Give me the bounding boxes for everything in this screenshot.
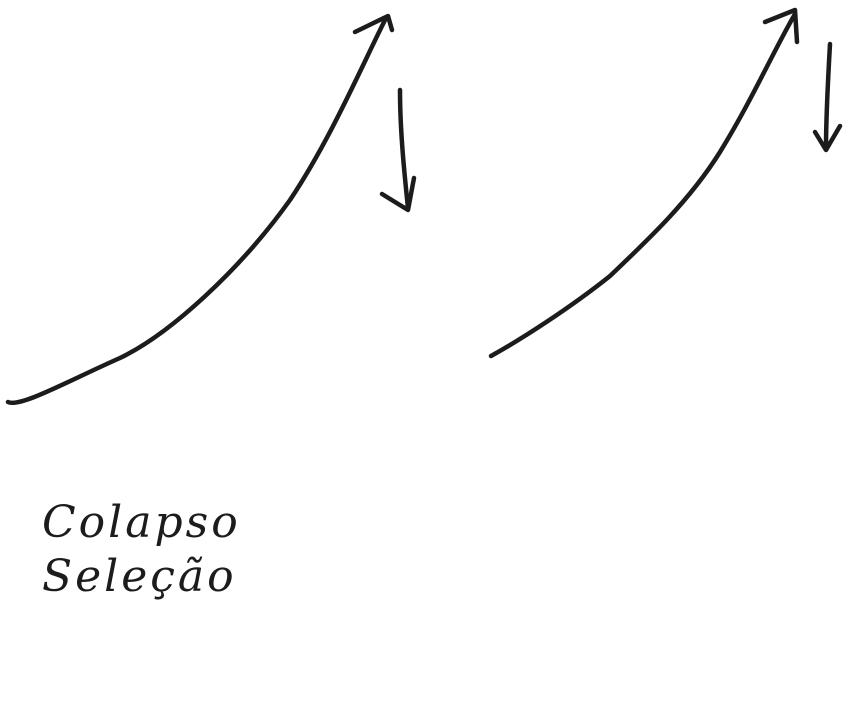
right-down-arrowhead — [812, 123, 843, 153]
caption-selecao: Seleção — [42, 551, 237, 602]
right-curve-arrowhead — [762, 7, 800, 45]
caption-colapso: Colapso — [42, 497, 241, 548]
left-rising-curve-arrow-icon — [5, 13, 395, 406]
left-down-shaft — [397, 87, 411, 211]
right-curve-path — [488, 11, 798, 359]
caption-block: Colapso Seleção — [42, 496, 362, 604]
left-down-arrow-icon — [379, 87, 417, 213]
left-curve-path — [5, 17, 388, 406]
right-down-shaft — [823, 41, 833, 151]
left-curve-arrowhead — [352, 13, 395, 35]
left-down-arrowhead — [379, 175, 417, 213]
right-rising-curve-arrow-icon — [488, 7, 800, 359]
right-down-arrow-icon — [812, 41, 843, 153]
